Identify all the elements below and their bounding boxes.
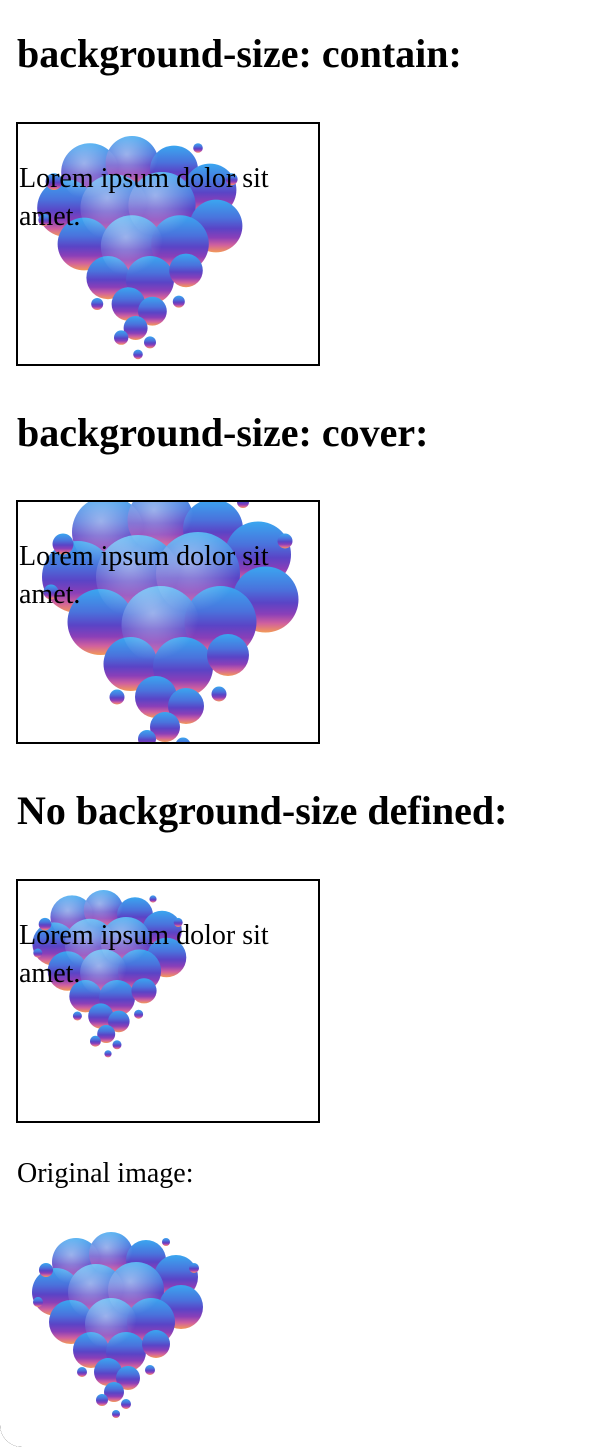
- demo-box-contain: Lorem ipsum dolor sit amet.: [16, 122, 320, 366]
- demo-box-no-size: Lorem ipsum dolor sit amet.: [16, 879, 320, 1123]
- box-text-cover: Lorem ipsum dolor sit amet.: [19, 541, 269, 610]
- demo-box-cover: Lorem ipsum dolor sit amet.: [16, 500, 320, 744]
- heading-no-size: No background-size defined:: [17, 788, 508, 833]
- heading-contain: background-size: contain:: [17, 31, 462, 76]
- cloud-image-cover: [42, 502, 299, 742]
- heading-cover: background-size: cover:: [17, 410, 429, 455]
- box-text-no-size: Lorem ipsum dolor sit amet.: [19, 920, 269, 989]
- original-cloud-image: [32, 1232, 203, 1418]
- box-text-contain: Lorem ipsum dolor sit amet.: [19, 163, 269, 232]
- original-image-caption: Original image:: [17, 1158, 194, 1189]
